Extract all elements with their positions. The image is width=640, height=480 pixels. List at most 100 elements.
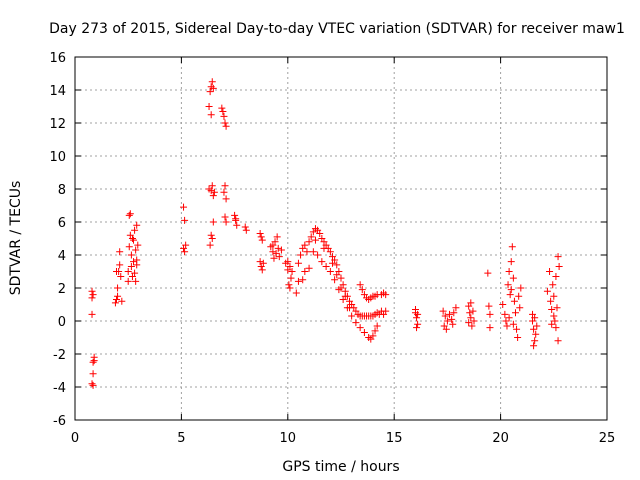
data-point bbox=[231, 211, 239, 219]
data-point bbox=[533, 322, 541, 330]
data-point bbox=[511, 309, 519, 317]
data-point bbox=[531, 337, 539, 345]
data-point bbox=[132, 277, 140, 285]
data-point bbox=[305, 264, 313, 272]
data-point bbox=[331, 276, 339, 284]
data-point bbox=[318, 258, 326, 266]
data-point bbox=[550, 292, 558, 300]
data-point bbox=[111, 299, 119, 307]
data-point bbox=[506, 291, 514, 299]
data-point bbox=[466, 309, 474, 317]
data-point bbox=[509, 320, 517, 328]
data-point bbox=[305, 238, 313, 246]
data-point bbox=[326, 248, 334, 256]
y-tick-label: 6 bbox=[58, 216, 66, 231]
data-point bbox=[180, 203, 188, 211]
data-point bbox=[333, 261, 341, 269]
data-point bbox=[309, 248, 317, 256]
data-point bbox=[287, 274, 295, 282]
data-point bbox=[530, 325, 538, 333]
data-point bbox=[441, 312, 449, 320]
data-point bbox=[128, 235, 136, 242]
axis-ticks: 0 5 10 15 20 25 -6 -4 -2 0 2 4 6 8 10 12 14 16 bbox=[49, 51, 615, 446]
data-point bbox=[242, 226, 250, 234]
data-point bbox=[322, 263, 330, 271]
data-point bbox=[337, 284, 345, 292]
data-point bbox=[124, 268, 132, 275]
data-point bbox=[303, 248, 311, 256]
data-point bbox=[505, 268, 513, 275]
data-point bbox=[501, 310, 509, 318]
data-point bbox=[485, 302, 493, 310]
data-point bbox=[369, 332, 377, 340]
y-tick-label: 10 bbox=[49, 150, 66, 165]
data-point bbox=[127, 263, 135, 271]
data-point bbox=[221, 182, 229, 190]
data-point bbox=[504, 281, 512, 289]
data-point bbox=[507, 258, 515, 266]
data-point bbox=[275, 253, 283, 261]
data-point bbox=[553, 304, 561, 312]
data-point bbox=[256, 258, 264, 266]
data-point bbox=[509, 274, 517, 282]
y-tick-label: 0 bbox=[58, 315, 66, 330]
data-point bbox=[554, 337, 562, 345]
data-point bbox=[316, 230, 324, 238]
data-point bbox=[181, 248, 189, 256]
data-point bbox=[516, 304, 524, 312]
data-point bbox=[328, 259, 336, 267]
data-point bbox=[439, 307, 447, 315]
data-point bbox=[297, 251, 305, 259]
data-point bbox=[414, 310, 422, 318]
data-point bbox=[543, 287, 551, 295]
data-point bbox=[182, 241, 190, 249]
data-point bbox=[221, 213, 229, 221]
data-point bbox=[218, 104, 226, 112]
data-point bbox=[124, 277, 132, 285]
data-point bbox=[134, 241, 142, 249]
data-point bbox=[286, 263, 294, 271]
data-point bbox=[133, 221, 141, 229]
data-point bbox=[118, 297, 126, 305]
data-point bbox=[241, 223, 249, 231]
data-point bbox=[288, 268, 296, 275]
data-point bbox=[181, 216, 189, 224]
data-point bbox=[546, 268, 554, 275]
data-point bbox=[486, 310, 494, 318]
data-point bbox=[284, 258, 292, 266]
y-tick-label: 2 bbox=[58, 282, 66, 297]
data-point bbox=[269, 248, 277, 256]
data-point bbox=[314, 251, 322, 259]
data-point bbox=[469, 307, 477, 315]
data-point bbox=[89, 370, 97, 378]
data-point bbox=[112, 268, 120, 275]
y-tick-label: 14 bbox=[49, 84, 66, 99]
y-tick-label: -4 bbox=[53, 381, 66, 396]
data-point bbox=[221, 119, 229, 127]
y-tick-label: 8 bbox=[58, 183, 66, 198]
data-point bbox=[505, 314, 513, 322]
data-point bbox=[442, 325, 450, 333]
data-point bbox=[514, 334, 522, 341]
y-axis-label: SDTVAR / TECUs bbox=[8, 181, 24, 296]
data-point bbox=[125, 211, 133, 219]
data-point bbox=[233, 221, 241, 229]
data-point bbox=[507, 286, 515, 294]
data-point bbox=[356, 281, 364, 289]
data-point bbox=[414, 320, 422, 328]
data-point bbox=[443, 317, 451, 325]
data-point bbox=[206, 88, 214, 96]
x-tick-label: 0 bbox=[71, 431, 79, 446]
data-point bbox=[502, 317, 510, 325]
data-point bbox=[232, 215, 240, 223]
data-point bbox=[550, 312, 558, 320]
data-point bbox=[503, 322, 511, 330]
data-point bbox=[411, 305, 419, 313]
data-point bbox=[299, 276, 307, 284]
data-point bbox=[220, 188, 228, 196]
data-point bbox=[219, 107, 227, 115]
data-point bbox=[515, 292, 523, 300]
data-point bbox=[127, 251, 135, 259]
y-tick-label: 16 bbox=[49, 51, 66, 66]
